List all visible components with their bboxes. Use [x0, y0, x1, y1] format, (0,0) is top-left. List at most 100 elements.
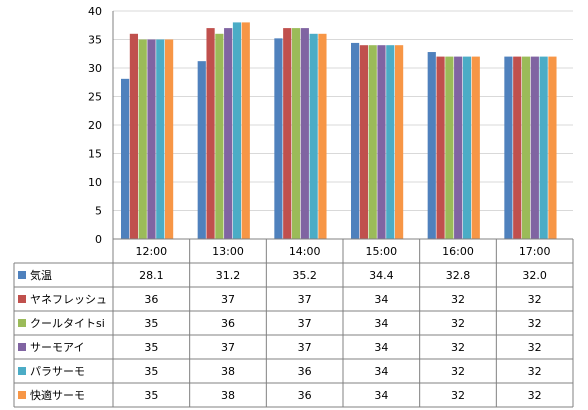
table-value: 32 [451, 341, 465, 354]
bar-2-3 [283, 28, 292, 239]
legend-swatch-3 [18, 319, 26, 327]
table-value: 34 [374, 317, 388, 330]
legend-swatch-6 [18, 391, 26, 399]
table-value: 32 [528, 293, 542, 306]
bar-3-6 [521, 56, 531, 239]
x-tick-label: 13:00 [212, 245, 244, 258]
bar-6-2 [241, 22, 250, 240]
bar-5-3 [309, 33, 318, 239]
bar-5-5 [462, 56, 472, 239]
bar-1-3 [274, 38, 283, 239]
table-value: 35 [144, 341, 158, 354]
legend-swatch-1 [18, 271, 26, 279]
table-value: 37 [298, 293, 312, 306]
bar-2-5 [436, 56, 445, 239]
table-value: 37 [221, 293, 235, 306]
table-value: 34 [374, 365, 388, 378]
bar-4-4 [377, 45, 386, 240]
table-value: 34.4 [369, 269, 394, 282]
bar-4-2 [224, 28, 233, 239]
bar-3-1 [138, 39, 147, 239]
bar-3-3 [291, 28, 301, 239]
x-tick-label: 12:00 [135, 245, 167, 258]
table-value: 36 [298, 389, 312, 402]
bar-3-5 [445, 56, 454, 239]
bar-4-6 [530, 56, 539, 239]
bar-1-2 [197, 61, 206, 239]
legend-label-5: パラサーモ [30, 365, 85, 378]
x-tick-label: 15:00 [365, 245, 397, 258]
table-value: 32.0 [522, 269, 547, 282]
table-value: 37 [298, 341, 312, 354]
y-tick-label: 0 [95, 233, 102, 246]
bar-2-6 [513, 56, 522, 239]
x-tick-label: 17:00 [519, 245, 551, 258]
bar-5-2 [232, 22, 242, 240]
table-value: 34 [374, 341, 388, 354]
table-value: 32 [528, 389, 542, 402]
bar-3-4 [368, 45, 377, 240]
bar-6-4 [395, 45, 404, 240]
table-value: 34 [374, 293, 388, 306]
table-value: 32 [451, 365, 465, 378]
bar-6-1 [165, 39, 174, 239]
bar-3-2 [215, 33, 224, 239]
bar-5-4 [386, 45, 395, 240]
legend-swatch-5 [18, 367, 26, 375]
y-tick-label: 25 [88, 91, 102, 104]
bar-4-1 [147, 39, 156, 239]
table-value: 35 [144, 317, 158, 330]
bar-1-4 [351, 42, 360, 239]
legend-label-4: サーモアイ [30, 341, 84, 354]
bar-6-6 [548, 56, 557, 239]
x-tick-label: 14:00 [289, 245, 321, 258]
bar-4-5 [454, 56, 463, 239]
bar-1-1 [121, 78, 130, 239]
table-value: 38 [221, 389, 235, 402]
table-value: 32 [451, 389, 465, 402]
table-value: 31.2 [216, 269, 241, 282]
bar-2-4 [359, 45, 368, 240]
bar-2-1 [129, 33, 138, 239]
table-value: 35 [144, 389, 158, 402]
table-value: 34 [374, 389, 388, 402]
bar-6-5 [471, 56, 480, 239]
table-value: 38 [221, 365, 235, 378]
x-tick-label: 16:00 [442, 245, 474, 258]
table-value: 32 [451, 317, 465, 330]
table-value: 36 [144, 293, 158, 306]
table-value: 32 [528, 365, 542, 378]
legend-label-1: 気温 [30, 268, 52, 282]
legend-swatch-4 [18, 343, 26, 351]
table-value: 37 [298, 317, 312, 330]
table-value: 36 [221, 317, 235, 330]
legend-label-3: クールタイトsi [30, 317, 105, 330]
table-value: 32.8 [446, 269, 471, 282]
legend-label-6: 快適サーモ [30, 388, 85, 402]
bar-5-6 [539, 56, 548, 239]
table-value: 35 [144, 365, 158, 378]
y-tick-label: 20 [88, 119, 102, 132]
table-value: 35.2 [292, 269, 317, 282]
y-tick-label: 30 [88, 62, 102, 75]
bar-6-3 [318, 33, 327, 239]
table-value: 32 [451, 293, 465, 306]
legend-label-2: ヤネフレッシュ [30, 293, 107, 306]
table-value: 37 [221, 341, 235, 354]
bar-1-5 [427, 52, 436, 239]
y-tick-label: 40 [88, 5, 102, 18]
table-value: 36 [298, 365, 312, 378]
bar-4-3 [300, 28, 309, 239]
y-tick-label: 5 [95, 205, 102, 218]
table-value: 32 [528, 317, 542, 330]
y-tick-label: 35 [88, 34, 102, 47]
bar-5-1 [156, 39, 165, 239]
y-tick-label: 15 [88, 148, 102, 161]
table-value: 28.1 [139, 269, 164, 282]
bar-2-2 [206, 28, 215, 239]
bar-1-6 [504, 56, 513, 239]
table-value: 32 [528, 341, 542, 354]
legend-swatch-2 [18, 295, 26, 303]
y-tick-label: 10 [88, 176, 102, 189]
